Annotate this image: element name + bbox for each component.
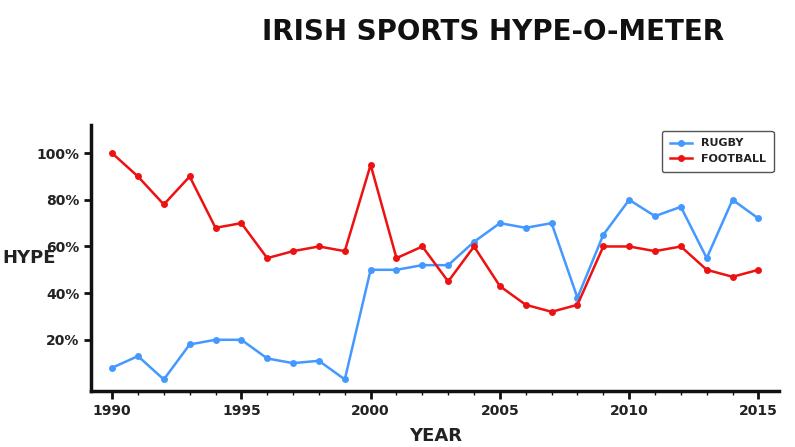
RUGBY <box>676 204 685 210</box>
RUGBY <box>262 356 272 361</box>
FOOTBALL <box>650 249 660 254</box>
Text: BALLS.ie: BALLS.ie <box>15 32 111 51</box>
FOOTBALL <box>392 255 401 261</box>
FOOTBALL <box>624 244 634 249</box>
RUGBY <box>624 197 634 202</box>
FOOTBALL <box>727 274 737 279</box>
FOOTBALL <box>495 283 505 289</box>
FOOTBALL <box>444 279 453 284</box>
RUGBY <box>134 354 143 359</box>
FOOTBALL <box>159 202 169 207</box>
RUGBY <box>547 220 556 226</box>
RUGBY <box>366 267 375 273</box>
FOOTBALL <box>572 302 582 308</box>
RUGBY <box>572 295 582 300</box>
RUGBY <box>702 255 712 261</box>
RUGBY <box>340 377 350 382</box>
RUGBY <box>237 337 246 342</box>
RUGBY <box>650 214 660 219</box>
RUGBY <box>417 262 427 268</box>
X-axis label: YEAR: YEAR <box>409 426 462 445</box>
RUGBY <box>211 337 220 342</box>
RUGBY <box>314 358 324 363</box>
FOOTBALL <box>417 244 427 249</box>
FOOTBALL <box>366 162 375 168</box>
RUGBY <box>727 197 737 202</box>
Text: IRISH SPORTS HYPE-O-METER: IRISH SPORTS HYPE-O-METER <box>262 18 724 46</box>
FOOTBALL <box>211 225 220 231</box>
RUGBY <box>444 262 453 268</box>
FOOTBALL <box>262 255 272 261</box>
Line: FOOTBALL: FOOTBALL <box>109 150 762 315</box>
Legend: RUGBY, FOOTBALL: RUGBY, FOOTBALL <box>662 131 774 172</box>
FOOTBALL <box>134 174 143 179</box>
FOOTBALL <box>754 267 763 273</box>
RUGBY <box>599 232 608 237</box>
RUGBY <box>521 225 530 231</box>
RUGBY <box>469 239 479 245</box>
RUGBY <box>185 342 195 347</box>
FOOTBALL <box>314 244 324 249</box>
RUGBY <box>289 360 298 366</box>
FOOTBALL <box>702 267 712 273</box>
Line: RUGBY: RUGBY <box>109 196 762 383</box>
RUGBY <box>392 267 401 273</box>
FOOTBALL <box>599 244 608 249</box>
FOOTBALL <box>185 174 195 179</box>
FOOTBALL <box>289 249 298 254</box>
RUGBY <box>495 220 505 226</box>
Y-axis label: HYPE: HYPE <box>3 249 56 267</box>
FOOTBALL <box>521 302 530 308</box>
FOOTBALL <box>237 220 246 226</box>
FOOTBALL <box>469 244 479 249</box>
FOOTBALL <box>676 244 685 249</box>
RUGBY <box>159 377 169 382</box>
FOOTBALL <box>547 309 556 315</box>
RUGBY <box>754 216 763 221</box>
FOOTBALL <box>107 151 117 156</box>
RUGBY <box>107 365 117 371</box>
FOOTBALL <box>340 249 350 254</box>
